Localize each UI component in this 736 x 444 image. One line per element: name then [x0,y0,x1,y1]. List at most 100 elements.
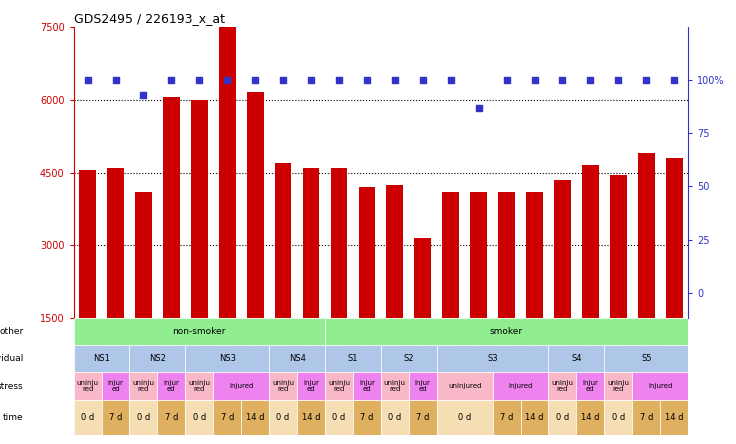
Bar [213,372,269,400]
Text: NS1: NS1 [93,354,110,363]
Text: other: other [0,327,24,337]
Bar [325,345,381,372]
Text: 7 d: 7 d [109,413,122,422]
Text: S1: S1 [347,354,358,363]
Bar [74,318,325,345]
Bar [381,345,436,372]
Text: injured: injured [229,383,253,389]
Bar [325,318,688,345]
Text: uninju
red: uninju red [132,380,155,392]
Text: time: time [3,413,24,422]
Point [333,76,345,83]
Point [500,76,512,83]
Point [82,76,93,83]
Text: smoker: smoker [490,327,523,337]
Text: stress: stress [0,381,24,391]
Text: 0 d: 0 d [137,413,150,422]
Point [584,76,596,83]
Bar [414,238,431,318]
Text: S4: S4 [571,354,581,363]
Text: injured: injured [648,383,673,389]
Text: 14 d: 14 d [665,413,684,422]
Bar [185,372,213,400]
Text: 0 d: 0 d [556,413,569,422]
Bar [269,400,297,435]
Text: individual: individual [0,354,24,363]
Text: NS4: NS4 [289,354,305,363]
Bar [436,400,492,435]
Point [277,76,289,83]
Bar [353,372,381,400]
Text: 14 d: 14 d [526,413,544,422]
Bar [130,372,158,400]
Text: 7 d: 7 d [416,413,430,422]
Bar [353,400,381,435]
Bar [275,163,291,318]
Text: uninju
red: uninju red [272,380,294,392]
Text: uninjured: uninjured [448,383,481,389]
Text: injur
ed: injur ed [415,380,431,392]
Bar [297,400,325,435]
Bar [247,92,263,318]
Bar [185,345,269,372]
Text: 0 d: 0 d [81,413,94,422]
Text: 7 d: 7 d [640,413,653,422]
Bar [325,372,353,400]
Bar [520,400,548,435]
Bar [554,180,571,318]
Point [305,76,317,83]
Bar [492,372,548,400]
Bar [638,153,654,318]
Text: injured: injured [509,383,533,389]
Bar [526,192,543,318]
Bar [158,400,185,435]
Bar [163,97,180,318]
Text: 7 d: 7 d [165,413,178,422]
Bar [74,400,102,435]
Bar [610,175,627,318]
Text: 7 d: 7 d [221,413,234,422]
Text: injur
ed: injur ed [303,380,319,392]
Bar [213,400,241,435]
Text: NS2: NS2 [149,354,166,363]
Text: non-smoker: non-smoker [173,327,226,337]
Text: 7 d: 7 d [360,413,374,422]
Text: uninju
red: uninju red [328,380,350,392]
Bar [269,345,325,372]
Text: 0 d: 0 d [193,413,206,422]
Bar [492,400,520,435]
Point [138,91,149,98]
Bar [470,192,487,318]
Point [556,76,568,83]
Point [222,76,233,83]
Text: uninju
red: uninju red [607,380,629,392]
Bar [130,400,158,435]
Point [417,76,428,83]
Point [194,76,205,83]
Bar [102,400,130,435]
Point [361,76,373,83]
Text: 0 d: 0 d [612,413,625,422]
Text: NS3: NS3 [219,354,236,363]
Bar [666,158,682,318]
Bar [302,168,319,318]
Text: 14 d: 14 d [246,413,264,422]
Text: 0 d: 0 d [458,413,471,422]
Bar [498,192,515,318]
Bar [548,400,576,435]
Bar [185,400,213,435]
Bar [604,372,632,400]
Bar [74,345,130,372]
Bar [330,168,347,318]
Point [612,76,624,83]
Text: S3: S3 [487,354,498,363]
Point [640,76,652,83]
Text: 0 d: 0 d [388,413,401,422]
Bar [158,372,185,400]
Bar [436,345,548,372]
Text: uninju
red: uninju red [551,380,573,392]
Bar [297,372,325,400]
Text: 14 d: 14 d [302,413,320,422]
Text: 14 d: 14 d [581,413,600,422]
Bar [604,400,632,435]
